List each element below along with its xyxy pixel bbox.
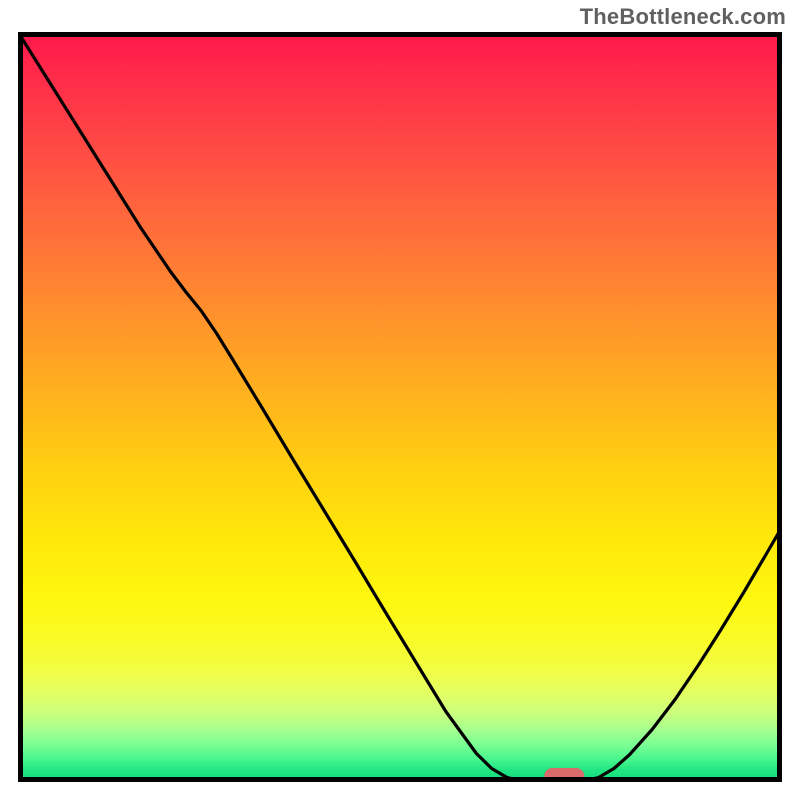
- watermark-text: TheBottleneck.com: [580, 4, 786, 30]
- chart-container: TheBottleneck.com: [0, 0, 800, 800]
- plot-frame: [18, 32, 782, 782]
